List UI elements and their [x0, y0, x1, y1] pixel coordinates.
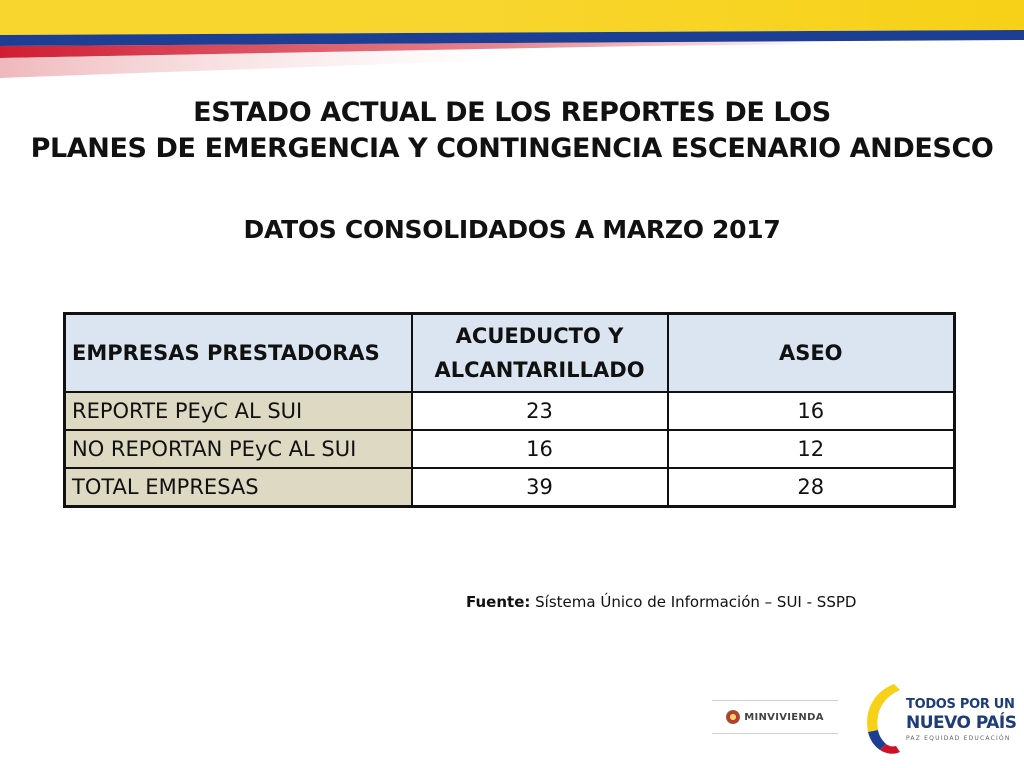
nuevo-pais-line2: NUEVO PAÍS [906, 713, 1017, 733]
aseo-value: 16 [666, 391, 956, 431]
header-empresas: EMPRESAS PRESTADORAS [63, 312, 413, 393]
nuevo-pais-line1: TODOS POR UN [906, 697, 1015, 712]
report-table: EMPRESAS PRESTADORAS ACUEDUCTO Y ALCANTA… [63, 312, 956, 508]
nuevo-pais-mark-icon [867, 684, 900, 754]
aseo-value: 12 [666, 429, 956, 469]
aseo-value: 28 [666, 467, 956, 508]
table-row: REPORTE PEyC AL SUI 23 16 [63, 391, 956, 431]
minvivienda-logo-text: MINVIVIENDA [744, 711, 824, 723]
header-acueducto: ACUEDUCTO Y ALCANTARILLADO [410, 312, 669, 393]
table-row: NO REPORTAN PEyC AL SUI 16 12 [63, 429, 956, 469]
nuevo-pais-tagline: PAZ EQUIDAD EDUCACIÓN [906, 735, 1011, 742]
page-subtitle: DATOS CONSOLIDADOS A MARZO 2017 [243, 215, 781, 244]
acueducto-value: 16 [410, 429, 669, 469]
title-line-2: PLANES DE EMERGENCIA Y CONTINGENCIA ESCE… [30, 133, 994, 164]
source-note: Fuente: Sístema Único de Información – S… [466, 593, 856, 611]
row-label: REPORTE PEyC AL SUI [63, 391, 413, 431]
minvivienda-logo: MINVIVIENDA [712, 700, 838, 734]
title-line-1: ESTADO ACTUAL DE LOS REPORTES DE LOS [193, 97, 831, 128]
page-title: ESTADO ACTUAL DE LOS REPORTES DE LOS PLA… [0, 95, 1024, 167]
source-text: Sístema Único de Información – SUI - SSP… [535, 593, 857, 611]
row-label: TOTAL EMPRESAS [63, 467, 413, 508]
table-row: TOTAL EMPRESAS 39 28 [63, 467, 956, 508]
nuevo-pais-logo: TODOS POR UN NUEVO PAÍS PAZ EQUIDAD EDUC… [856, 680, 1017, 756]
acueducto-value: 23 [410, 391, 669, 431]
table-header-row: EMPRESAS PRESTADORAS ACUEDUCTO Y ALCANTA… [63, 312, 956, 393]
colombian-flag-banner [0, 0, 1024, 78]
source-label: Fuente: [466, 593, 531, 611]
header-aseo: ASEO [666, 312, 956, 393]
row-label: NO REPORTAN PEyC AL SUI [63, 429, 413, 469]
acueducto-value: 39 [410, 467, 669, 508]
coat-of-arms-icon [726, 710, 741, 724]
